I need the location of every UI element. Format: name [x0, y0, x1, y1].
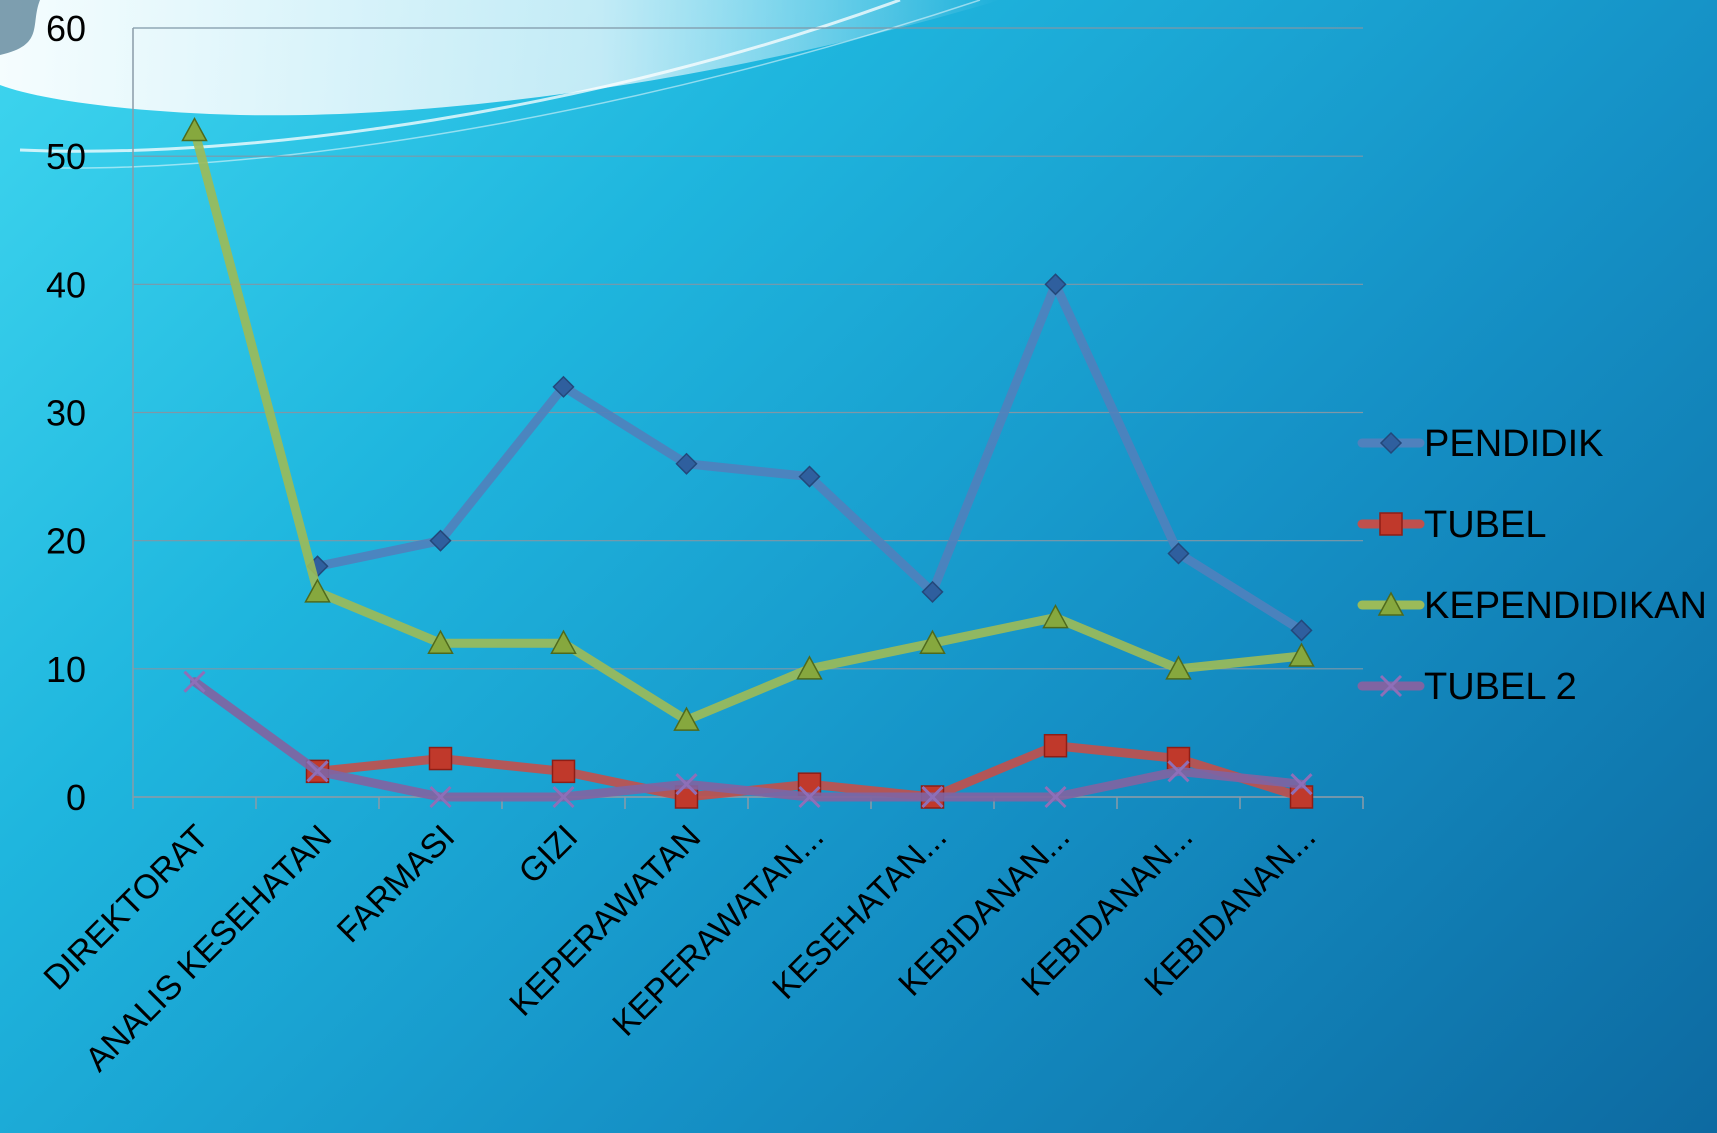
- legend-item: TUBEL: [1357, 504, 1546, 546]
- data-point: [798, 465, 821, 488]
- legend-item: TUBEL 2: [1357, 666, 1577, 708]
- y-tick-label: 30: [46, 393, 86, 434]
- series-line: [313, 279, 1306, 635]
- data-point: [552, 785, 575, 809]
- data-point: [921, 785, 944, 809]
- x-tick-label: FARMASI: [330, 818, 462, 950]
- legend-label: TUBEL 2: [1424, 666, 1577, 708]
- series-line: [190, 126, 1306, 725]
- data-point: [921, 580, 944, 603]
- data-point: [429, 785, 452, 809]
- legend-item: PENDIDIK: [1357, 423, 1603, 465]
- data-point: [675, 773, 698, 796]
- gridlines: [133, 27, 1363, 798]
- data-point: [552, 375, 575, 398]
- data-point: [1043, 733, 1068, 758]
- series-lines: [181, 116, 1315, 809]
- y-tick-label: 50: [46, 136, 86, 177]
- data-point: [675, 452, 698, 475]
- series-tubel-2: [183, 670, 1313, 809]
- data-point: [1167, 760, 1190, 783]
- data-point: [183, 670, 206, 693]
- data-point: [1165, 655, 1192, 680]
- data-point: [1290, 619, 1313, 642]
- y-tick-label: 60: [46, 8, 86, 49]
- y-tick-label: 0: [66, 777, 86, 818]
- y-tick-label: 10: [46, 649, 86, 690]
- data-point: [428, 746, 453, 771]
- data-point: [919, 629, 946, 654]
- data-point: [181, 116, 208, 142]
- legend-label: TUBEL: [1424, 504, 1546, 546]
- data-point: [1288, 642, 1315, 667]
- data-point: [429, 529, 452, 552]
- series-pendidik: [306, 273, 1313, 642]
- legend-item: KEPENDIDIKAN: [1357, 585, 1707, 627]
- data-point: [1289, 785, 1314, 809]
- series-line: [190, 677, 1306, 802]
- data-point: [1166, 746, 1191, 771]
- legend-marker: [1377, 591, 1405, 616]
- data-point: [1167, 542, 1190, 565]
- legend-label: KEPENDIDIKAN: [1424, 585, 1707, 627]
- data-point: [798, 785, 821, 809]
- x-tick-label: ANALIS KESEHATAN: [78, 818, 339, 1079]
- x-tick-label: KEPERAWATAN...: [605, 818, 831, 1044]
- data-point: [306, 760, 329, 783]
- data-point: [1290, 773, 1313, 796]
- data-point: [550, 629, 577, 654]
- legend-marker: [1379, 512, 1403, 536]
- data-point: [1044, 273, 1067, 296]
- data-point: [1042, 604, 1069, 629]
- series-kependidikan: [181, 116, 1315, 731]
- legend-label: PENDIDIK: [1424, 423, 1603, 465]
- data-point: [551, 759, 576, 784]
- data-point: [1044, 785, 1067, 809]
- legend-marker: [1379, 431, 1403, 455]
- data-point: [304, 578, 331, 603]
- decorative-wave: [0, 0, 1000, 169]
- y-tick-label: 20: [46, 521, 86, 562]
- data-point: [427, 629, 454, 654]
- legend: PENDIDIK TUBEL KEPENDIDIKAN TUBEL 2: [1357, 423, 1707, 708]
- data-point: [673, 706, 700, 731]
- x-tick-label: GIZI: [512, 818, 586, 892]
- legend-marker: [1379, 674, 1403, 698]
- data-point: [796, 655, 823, 680]
- y-tick-label: 40: [46, 264, 86, 305]
- axes: 0 10 20 30 40 50 60: [46, 8, 1364, 818]
